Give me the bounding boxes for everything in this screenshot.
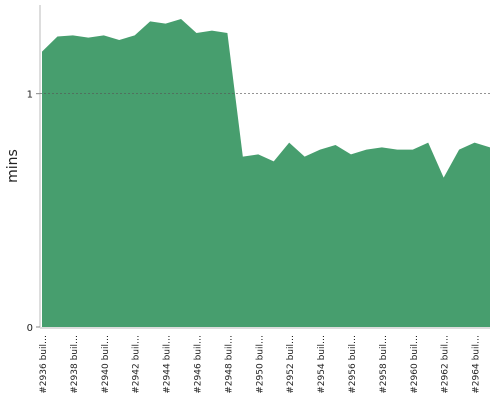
area: [42, 19, 490, 327]
x-tick-label: #2948 buil…: [224, 335, 234, 394]
x-tick-label: #2944 buil…: [163, 335, 173, 394]
x-tick-label: #2958 buil…: [379, 335, 389, 394]
x-tick-label: #2938 buil…: [70, 335, 80, 394]
x-tick-label: #2942 buil…: [132, 335, 142, 394]
y-tick-label: 1: [27, 90, 33, 101]
y-tick-label: 0: [27, 323, 33, 334]
x-tick-label: #2940 buil…: [101, 335, 111, 394]
x-tick-label: #2936 buil…: [39, 335, 49, 394]
x-tick-label: #2962 buil…: [441, 335, 451, 394]
x-tick-label: #2954 buil…: [317, 335, 327, 394]
x-tick-label: #2950 buil…: [255, 335, 265, 394]
x-tick-label: #2956 buil…: [348, 335, 358, 394]
x-tick-label: #2960 buil…: [410, 335, 420, 394]
x-tick-label: #2952 buil…: [286, 335, 296, 394]
x-tick-label: #2946 buil…: [193, 335, 203, 394]
x-tick-label: #2964 buil…: [472, 335, 482, 394]
y-axis-label: mins: [5, 149, 21, 183]
